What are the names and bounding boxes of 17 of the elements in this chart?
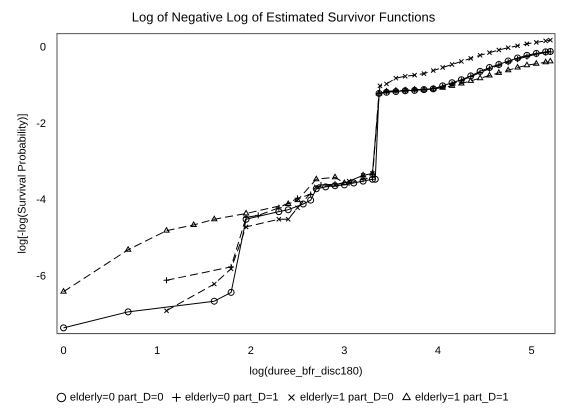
y-tick-label: -2 <box>36 118 46 130</box>
y-tick-label: -6 <box>36 270 46 282</box>
x-tick-label: 2 <box>248 345 254 358</box>
x-tick-label: 4 <box>434 345 442 358</box>
x-tick-label: 1 <box>154 345 160 358</box>
y-tick-label: 0 <box>40 42 46 54</box>
y-axis-title: log[-log(Survival Probability)] <box>16 114 29 254</box>
x-axis-title: log(duree_bfr_disc180) <box>249 365 363 378</box>
legend-label: elderly=0 part_D=1 <box>184 392 279 404</box>
legend-label: elderly=0 part_D=0 <box>70 392 164 404</box>
legend-label: elderly=1 part_D=0 <box>300 392 394 404</box>
chart-title: Log of Negative Log of Estimated Survivor Functions <box>132 9 436 24</box>
y-tick-label: -4 <box>36 194 46 206</box>
x-tick-label: 5 <box>528 345 535 358</box>
legend-label: elderly=1 part_D=1 <box>415 392 509 404</box>
x-tick-label: 3 <box>341 345 348 358</box>
x-tick-label: 0 <box>60 345 67 358</box>
